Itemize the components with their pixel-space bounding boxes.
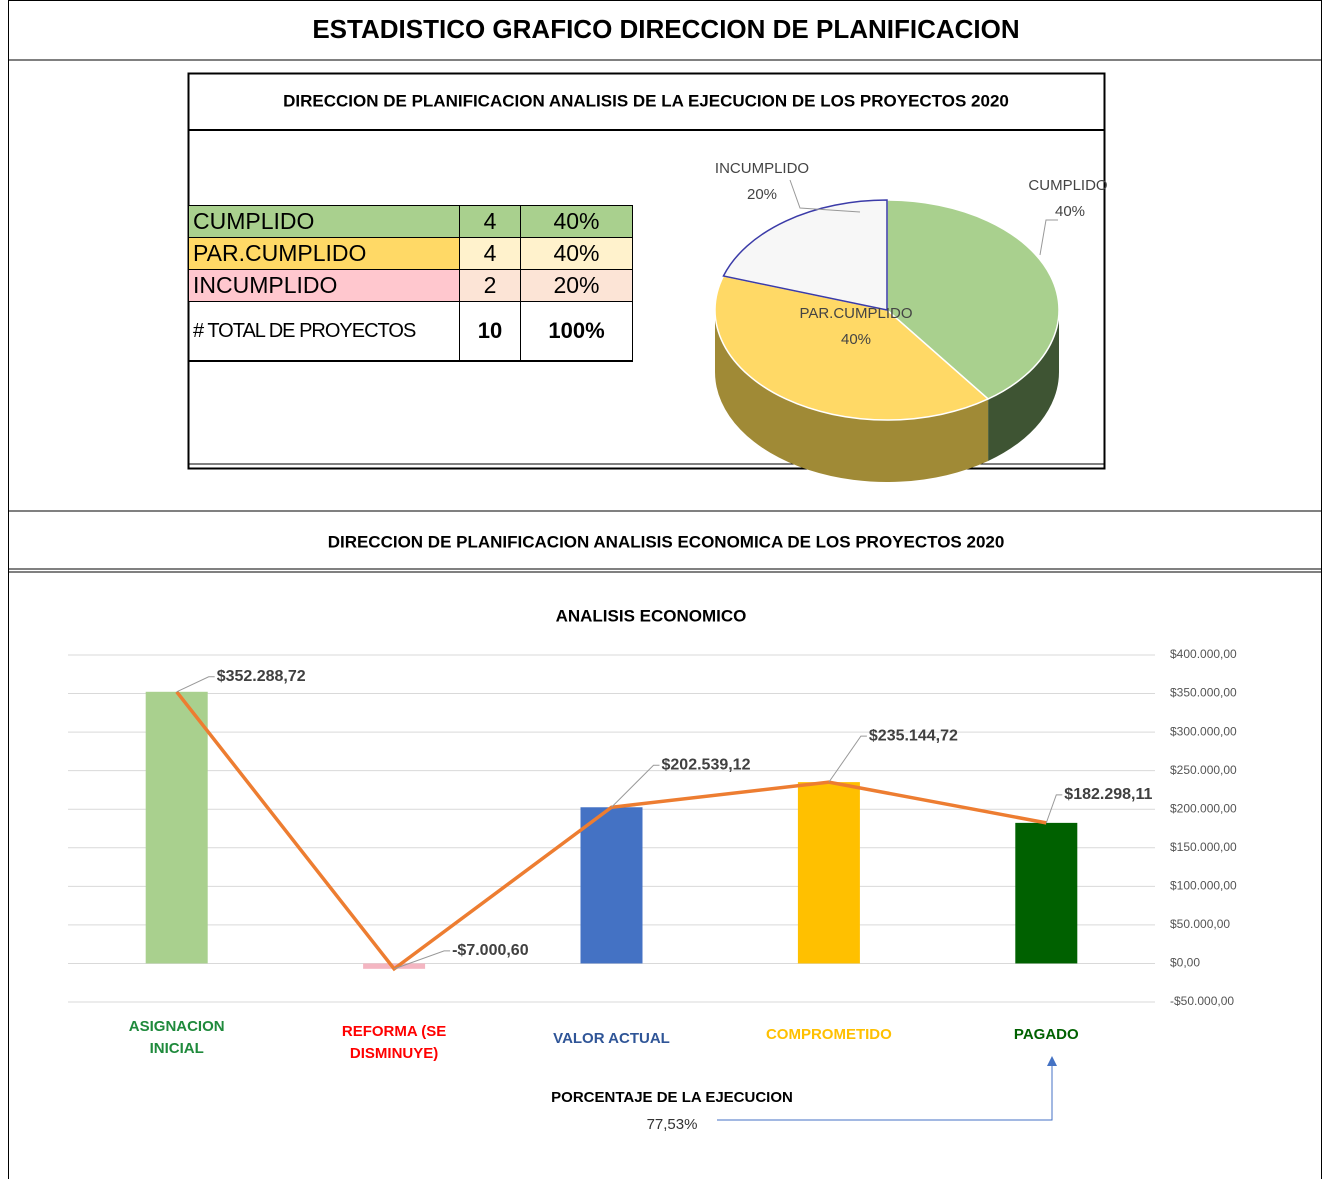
arrow-head — [1047, 1056, 1057, 1066]
pie-slice — [714, 275, 990, 421]
x-tick-label: ASIGNACION INICIAL — [128, 1018, 225, 1057]
cell: # TOTAL DE PROYECTOS — [188, 301, 460, 362]
y-tick-label: $250.000,00 — [1170, 763, 1237, 777]
page-title: ESTADISTICO GRAFICO DIRECCION DE PLANIFI… — [312, 14, 1019, 44]
x-tick-label: REFORMA (SE DISMINUYE) — [341, 1023, 447, 1062]
pie-side — [988, 310, 1059, 461]
bar — [797, 782, 860, 964]
pie-label: PAR.CUMPLIDO — [799, 305, 912, 322]
y-tick-label: $200.000,00 — [1170, 801, 1237, 815]
cell: 100% — [520, 301, 633, 362]
section-title: DIRECCION DE PLANIFICACION ANALISIS DE L… — [283, 91, 1009, 110]
cell: 4 — [459, 237, 521, 270]
annotation-value: 77,53% — [647, 1116, 698, 1133]
pie-label: INCUMPLIDO — [715, 160, 809, 177]
cell: 40% — [520, 205, 633, 238]
annotation-arrow — [717, 1064, 1053, 1121]
cell: 10 — [459, 301, 521, 362]
leader-line — [393, 950, 451, 970]
y-tick-label: $100.000,00 — [1170, 879, 1237, 893]
outer-border — [8, 0, 1322, 1179]
x-tick-label: VALOR ACTUAL — [553, 1030, 670, 1047]
pie-label: CUMPLIDO — [1028, 177, 1107, 194]
pie-value-label: 40% — [841, 331, 871, 348]
section-title: DIRECCION DE PLANIFICACION ANALISIS ECON… — [328, 532, 1005, 551]
pie-side — [715, 310, 989, 482]
cell: 4 — [459, 205, 521, 238]
cell: PAR.CUMPLIDO — [188, 237, 460, 270]
cell: 40% — [520, 237, 633, 270]
y-tick-label: $50.000,00 — [1170, 917, 1230, 931]
value-label: $235.144,72 — [869, 727, 958, 744]
annotation-label: PORCENTAJE DE LA EJECUCION — [551, 1089, 793, 1106]
leader-line — [1039, 219, 1058, 256]
cell: INCUMPLIDO — [188, 269, 460, 302]
status-table: CUMPLIDO 4 40% PAR.CUMPLIDO 4 40% INCUMPLIDO… — [188, 205, 633, 362]
cell: 20% — [520, 269, 633, 302]
y-tick-label: $300.000,00 — [1170, 724, 1237, 738]
leader-line — [828, 735, 867, 783]
value-label: -$7.000,60 — [452, 942, 529, 959]
y-tick-label: $400.000,00 — [1170, 647, 1237, 661]
y-tick-label: $0,00 — [1170, 956, 1200, 970]
value-label: $182.298,11 — [1064, 786, 1152, 803]
value-label: $352.288,72 — [217, 668, 306, 685]
leader-line — [1045, 794, 1063, 824]
cell: 2 — [459, 269, 521, 302]
pie-value-label: 40% — [1055, 203, 1085, 220]
leader-line — [176, 676, 215, 693]
chart-title: ANALISIS ECONOMICO — [556, 606, 747, 625]
bar — [145, 691, 208, 964]
bar — [1015, 822, 1078, 964]
bar — [580, 807, 643, 964]
pie-value-label: 20% — [747, 186, 777, 203]
leader-line — [789, 179, 861, 213]
leader-line — [611, 764, 660, 808]
pie-slice — [722, 199, 888, 311]
y-tick-label: -$50.000,00 — [1170, 994, 1234, 1008]
pie-slice — [886, 199, 1060, 400]
x-tick-label: PAGADO — [1013, 1026, 1079, 1043]
y-tick-label: $150.000,00 — [1170, 840, 1237, 854]
y-tick-label: $350.000,00 — [1170, 686, 1237, 700]
x-tick-label: COMPROMETIDO — [765, 1026, 892, 1043]
cell: CUMPLIDO — [188, 205, 460, 238]
value-label: $202.539,12 — [662, 756, 751, 773]
